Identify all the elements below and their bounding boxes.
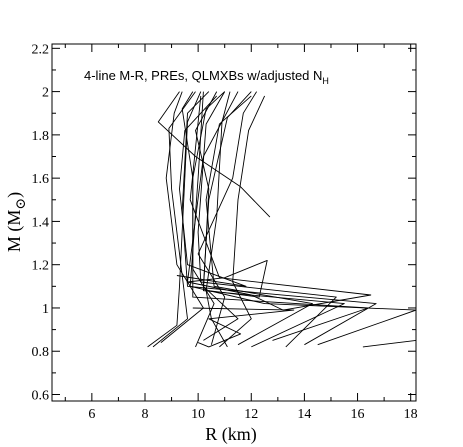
y-axis-title-close: ) [4, 192, 25, 198]
x-tick-label: 8 [141, 407, 148, 422]
mr-curve-9 [205, 95, 313, 346]
mr-curve-17 [187, 91, 268, 298]
mr-curve-7 [219, 95, 266, 348]
y-tick-label: 1.8 [32, 129, 50, 144]
y-tick-label: 1.4 [32, 215, 50, 230]
x-tick-label: 10 [191, 407, 205, 422]
data-lines [147, 91, 416, 348]
x-tick-label: 14 [297, 407, 311, 422]
y-tick-label: 2 [42, 86, 49, 101]
y-axis-title-subscript: ⊙ [14, 198, 29, 210]
annotation-subscript: H [322, 76, 329, 86]
y-tick-label: 1.6 [32, 172, 50, 187]
mr-curve-20 [192, 307, 295, 348]
y-axis-title: M (M⊙) [4, 192, 29, 252]
y-tick-label: 1.2 [32, 259, 50, 274]
axis-ticks [52, 44, 416, 401]
mr-curve-14 [189, 91, 416, 346]
mr-curve-13 [181, 91, 377, 346]
x-tick-label: 16 [351, 407, 365, 422]
x-axis-title: R (km) [205, 424, 257, 445]
x-tick-label: 18 [404, 407, 418, 422]
mr-curve-3 [160, 91, 204, 343]
y-tick-label: 1 [42, 302, 49, 317]
mr-curve-12 [197, 91, 337, 348]
y-tick-label: 2.2 [32, 42, 50, 57]
mr-curve-1 [147, 91, 202, 348]
mr-curve-6 [197, 91, 257, 345]
mr-curve-10 [195, 91, 345, 348]
plot-frame [51, 43, 417, 402]
y-tick-label: 0.8 [32, 345, 50, 360]
mr-curve-2 [152, 91, 196, 348]
y-tick-label: 0.6 [32, 389, 50, 404]
tick-labels: 6 8 10 12 14 16 18 0.6 0.8 1 1.2 1.4 1.6 1.8 2 2.2 [32, 42, 418, 422]
x-tick-label: 6 [88, 407, 95, 422]
mr-curve-5 [202, 91, 252, 341]
mr-curve-18 [157, 91, 271, 218]
x-tick-label: 12 [244, 407, 258, 422]
mr-curve-19 [176, 95, 247, 287]
mr-curve-15 [362, 339, 416, 348]
plot-annotation: 4-line M-R, PREs, QLMXBs w/adjusted NH [84, 68, 329, 86]
mr-curve-16 [187, 95, 372, 311]
